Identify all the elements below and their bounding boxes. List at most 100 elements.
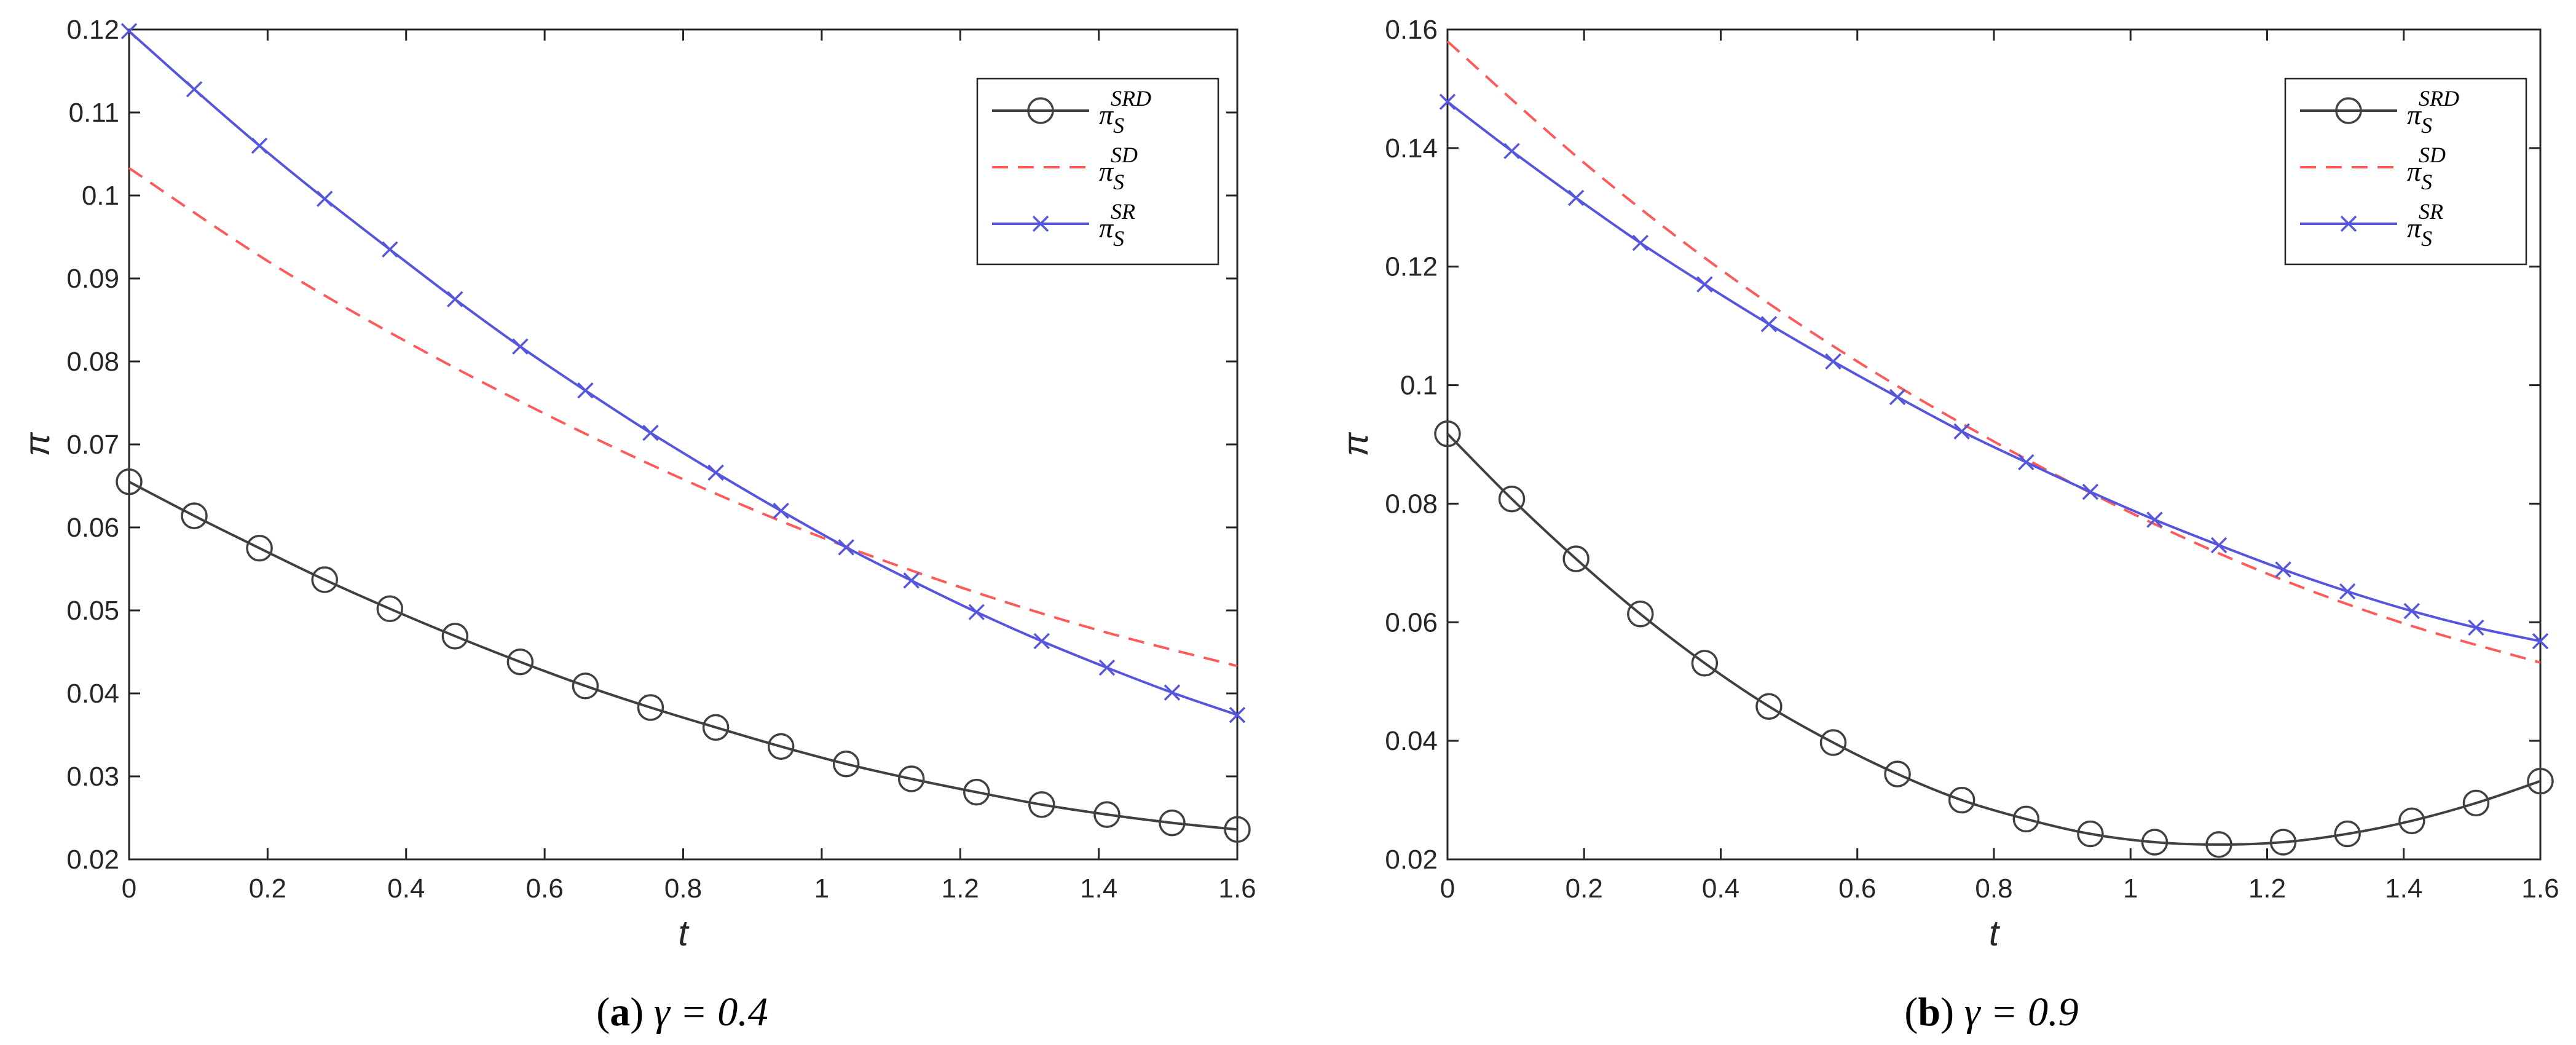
series-sr <box>120 23 1246 724</box>
legend-label-sub: S <box>2421 170 2432 194</box>
marker-stroke <box>1696 276 1713 293</box>
y-tick-label: 0.07 <box>66 430 119 460</box>
legend-label-sup: SRD <box>1111 86 1151 111</box>
data-point <box>120 23 138 39</box>
legend-label: πS SD <box>2407 143 2446 194</box>
marker-stroke <box>838 539 854 556</box>
data-point <box>506 648 534 676</box>
y-tick-label: 0.04 <box>1385 726 1438 756</box>
x-tick-label: 1.6 <box>1218 873 1256 904</box>
marker-stroke <box>1567 189 1585 207</box>
data-point <box>382 241 398 258</box>
x-tick-label: 1 <box>814 873 829 904</box>
data-point <box>2468 619 2484 636</box>
series-line <box>128 481 1238 831</box>
data-point <box>1953 423 1970 440</box>
data-point <box>2210 537 2227 554</box>
data-point <box>2269 829 2297 856</box>
marker-stroke <box>382 241 398 258</box>
panel-caption-value: γ = 0.4 <box>654 990 768 1035</box>
x-tick-label: 1.2 <box>2248 873 2286 904</box>
x-tick-label: 0 <box>122 873 136 904</box>
data-point <box>1033 633 1050 650</box>
data-point <box>2141 829 2168 856</box>
panel-caption-value: γ = 0.9 <box>1964 990 2079 1035</box>
legend-entry-sd: πS SD <box>992 143 1138 194</box>
data-point <box>1567 189 1585 207</box>
data-point <box>1691 650 1719 677</box>
data-point <box>2403 602 2420 620</box>
legend-box <box>2284 77 2527 266</box>
y-tick-label: 0.09 <box>66 264 119 294</box>
marker-stroke <box>1503 143 1520 159</box>
marker-stroke <box>1098 659 1116 676</box>
data-point <box>577 382 594 399</box>
data-point <box>2398 807 2425 835</box>
legend-label-base: π <box>1099 212 1114 243</box>
data-point <box>767 733 795 760</box>
data-point <box>702 714 730 741</box>
legend-label-sub: S <box>2421 113 2432 138</box>
panel-caption: (a) γ = 0.4 <box>596 990 768 1035</box>
data-point <box>2462 789 2490 817</box>
y-tick-label: 0.03 <box>66 762 119 792</box>
x-tick-label: 0.6 <box>526 873 564 904</box>
data-point <box>1224 816 1251 843</box>
data-point <box>1164 684 1181 701</box>
y-tick-label: 0.14 <box>1385 133 1438 164</box>
marker-stroke <box>577 382 594 399</box>
marker-stroke <box>120 23 138 39</box>
data-point <box>251 137 268 154</box>
data-point <box>1627 601 1654 628</box>
data-point <box>1159 809 1186 837</box>
y-tick-label: 0.1 <box>82 181 119 211</box>
chart-panel-a: 0 0.2 0.4 0.6 0.8 1 1.2 1.4 1.6 0.02 0.03 0.04 0.05 0… <box>17 15 1256 1035</box>
data-point <box>2018 454 2034 471</box>
chart-panel-b: 0 0.2 0.4 0.6 0.8 1 1.2 1.4 1.6 0.02 0.04 0.06 0.08 0… <box>1336 15 2559 1035</box>
data-point <box>1562 545 1589 572</box>
legend-label: πSSRD <box>2407 86 2459 138</box>
legend-label-sup: SD <box>2419 143 2446 167</box>
legend-label-base: π <box>1099 156 1114 187</box>
y-tick-label: 0.08 <box>1385 489 1438 519</box>
legend-entry-sr: πSSR <box>2300 199 2443 251</box>
y-tick-label: 0.04 <box>66 679 119 709</box>
marker-stroke <box>512 338 529 355</box>
series-srd <box>116 468 1251 843</box>
marker-stroke <box>1632 234 1649 251</box>
y-tick-label: 0.16 <box>1385 15 1438 45</box>
marker-stroke <box>2210 537 2227 554</box>
data-point <box>1093 801 1121 828</box>
data-point <box>1825 353 1841 370</box>
series-sr <box>1439 93 2549 650</box>
data-point <box>1632 234 1649 251</box>
legend-marker <box>2340 215 2357 232</box>
series-line <box>128 167 1238 668</box>
y-tick-label: 0.02 <box>1385 845 1438 875</box>
data-point <box>2012 805 2040 833</box>
y-axis-label: π <box>1336 432 1376 456</box>
marker-stroke <box>316 191 333 207</box>
marker-stroke <box>1825 353 1841 370</box>
marker-stroke <box>1164 684 1181 701</box>
data-point <box>2527 767 2554 795</box>
x-tick-label: 0 <box>1440 873 1455 904</box>
data-point <box>1098 659 1116 676</box>
x-tick-label: 0.8 <box>664 873 702 904</box>
data-point <box>642 424 659 441</box>
x-tick-label: 1.2 <box>942 873 979 904</box>
legend-label-sub: S <box>1113 113 1124 138</box>
data-point <box>447 291 463 307</box>
legend-label-sub: S <box>1113 170 1124 194</box>
panel-letter: b <box>1918 990 1940 1035</box>
legend-marker <box>1032 215 1049 232</box>
legend-entry-srd: πSSRD <box>2300 86 2459 138</box>
legend-label-sup: SRD <box>2419 86 2459 111</box>
data-point <box>441 623 469 650</box>
legend-label-sup: SD <box>1111 143 1138 167</box>
marker-stroke <box>773 502 789 519</box>
legend-label: πSSR <box>2407 199 2443 251</box>
data-point <box>572 672 599 700</box>
x-axis-label: t <box>678 913 690 953</box>
legend-label-sup: SR <box>1111 199 1135 224</box>
